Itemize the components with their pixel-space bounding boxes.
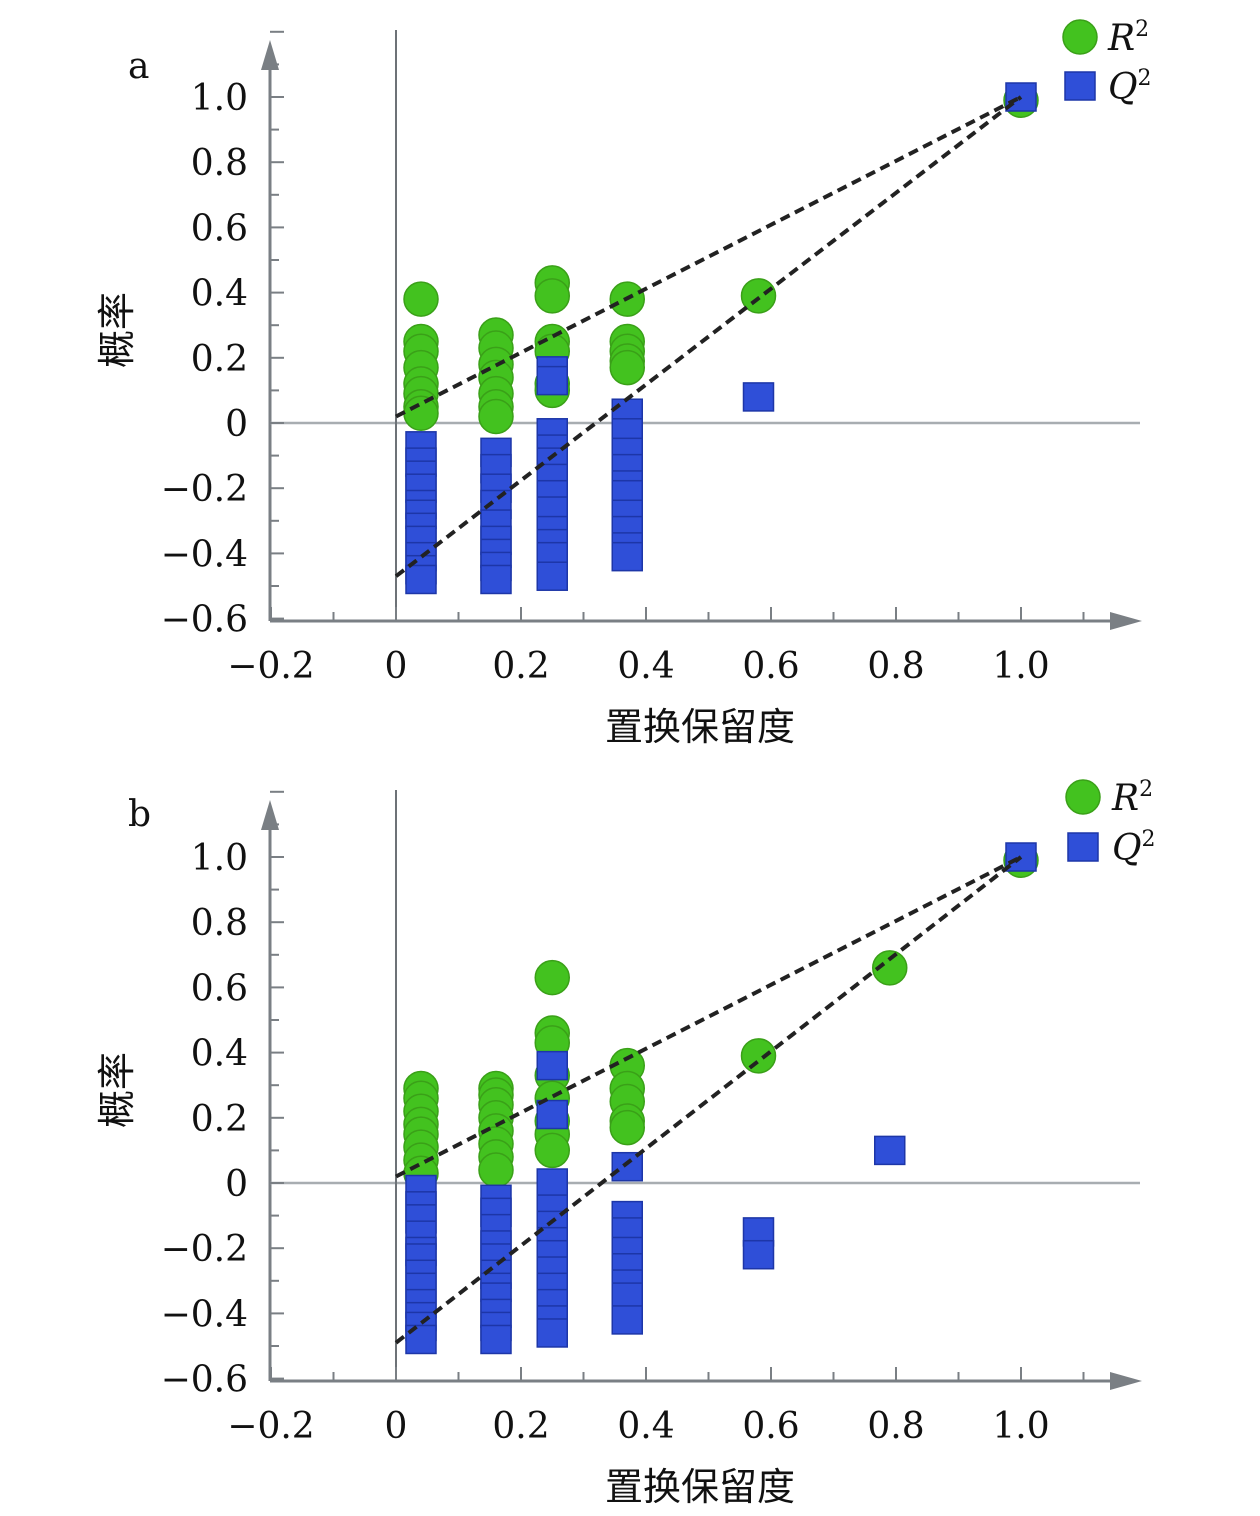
x-axis-title: 置换保留度 — [605, 705, 795, 749]
legend-r2-marker — [1065, 779, 1101, 815]
y-tick-label: −0.2 — [161, 1229, 248, 1270]
x-axis-title: 置换保留度 — [605, 1465, 795, 1509]
r2-point — [534, 278, 570, 314]
legend-label-Q2: Q2 — [1108, 66, 1152, 108]
r2-point — [609, 349, 645, 386]
y-tick-label: −0.2 — [161, 469, 248, 510]
r2-point — [478, 1152, 514, 1188]
q2-point — [611, 1305, 643, 1335]
q2-point — [742, 1239, 775, 1270]
legend-q2-marker — [1064, 71, 1096, 101]
y-tick-label: −0.4 — [161, 1294, 248, 1335]
r2-point — [403, 395, 439, 431]
y-tick-label: 0.6 — [191, 208, 248, 249]
y-tick-label: −0.6 — [161, 1360, 248, 1401]
q2-point — [536, 1318, 568, 1348]
q2-point — [742, 382, 775, 412]
x-tick-label: 0.2 — [492, 1406, 549, 1447]
r2-point — [403, 281, 439, 317]
y-tick-label: 0 — [225, 1164, 248, 1205]
y-tick-label: 0.8 — [191, 903, 248, 944]
panel-b: 1.0 0.8 0.6 0.4 0.2 0 −0.2 −0.4 −0.6 −0.2 0 0.2 0.4 0… — [95, 777, 1156, 1509]
x-tick-label: −0.2 — [227, 646, 314, 687]
panel-a: 1.0 0.8 0.6 0.4 0.2 0 −0.2 −0.4 −0.6 −0.2 0 0.2 0.4 0… — [95, 17, 1152, 749]
legend-label-R2: R2 — [1111, 777, 1153, 819]
legend-q2-marker — [1067, 832, 1099, 862]
r2-point — [740, 1038, 777, 1074]
x-tick-label: 0.6 — [742, 646, 799, 687]
legend-label-R2: R2 — [1107, 17, 1149, 59]
panel-label: a — [128, 46, 149, 87]
q2-point — [611, 541, 643, 572]
y-tick-label: 0.4 — [191, 274, 248, 315]
q2-point — [874, 1135, 906, 1166]
q2-point — [480, 564, 512, 595]
y-tick-label: 0.6 — [191, 968, 248, 1009]
q2-point — [536, 1050, 568, 1081]
y-tick-label: −0.4 — [161, 534, 248, 575]
x-tick-label: 0.4 — [617, 646, 674, 687]
x-tick-label: 1.0 — [992, 646, 1049, 687]
r2-point — [534, 1132, 570, 1169]
x-tick-label: 0.4 — [617, 1406, 674, 1447]
r2-point — [478, 398, 514, 435]
x-axis-arrow — [1110, 612, 1142, 630]
x-tick-label: 0.8 — [867, 646, 924, 687]
y-tick-label: 0.8 — [191, 143, 248, 184]
regression-line-R2 — [395, 855, 1022, 1179]
x-tick-label: 0 — [385, 1406, 408, 1447]
y-axis-arrow — [261, 40, 279, 70]
regression-line-R2 — [395, 95, 1022, 419]
x-tick-label: 0 — [385, 646, 408, 687]
y-axis-arrow — [261, 800, 279, 830]
y-axis-title: 概率 — [95, 1052, 139, 1128]
y-axis-title: 概率 — [95, 292, 139, 368]
q2-point — [405, 564, 437, 595]
x-tick-label: 1.0 — [992, 1406, 1049, 1447]
y-tick-label: 0 — [225, 404, 248, 445]
r2-point — [740, 278, 777, 314]
regression-line-Q2 — [394, 95, 1023, 578]
panel-label: b — [128, 794, 151, 835]
legend-r2-marker — [1062, 19, 1098, 55]
regression-line-Q2 — [394, 855, 1023, 1345]
y-tick-label: 1.0 — [191, 78, 248, 119]
q2-point — [536, 365, 568, 396]
y-tick-label: 0.4 — [191, 1034, 248, 1075]
r2-point — [534, 959, 570, 996]
x-tick-label: 0.2 — [492, 646, 549, 687]
y-tick-label: −0.6 — [161, 600, 248, 641]
r2-point — [609, 1109, 645, 1146]
y-tick-label: 0.2 — [191, 339, 248, 380]
x-tick-label: 0.8 — [867, 1406, 924, 1447]
legend-label-Q2: Q2 — [1112, 827, 1156, 869]
y-tick-label: 0.2 — [191, 1099, 248, 1140]
q2-point — [536, 561, 568, 591]
q2-point — [480, 1324, 512, 1355]
q2-point — [536, 1168, 568, 1198]
y-tick-label: 1.0 — [191, 838, 248, 879]
series-Q2 — [405, 82, 1037, 595]
x-tick-label: 0.6 — [742, 1406, 799, 1447]
series-Q2 — [405, 842, 1037, 1355]
x-axis-arrow — [1110, 1372, 1142, 1390]
q2-point — [536, 1099, 568, 1130]
r2-point — [872, 950, 908, 986]
x-tick-label: −0.2 — [227, 1406, 314, 1447]
